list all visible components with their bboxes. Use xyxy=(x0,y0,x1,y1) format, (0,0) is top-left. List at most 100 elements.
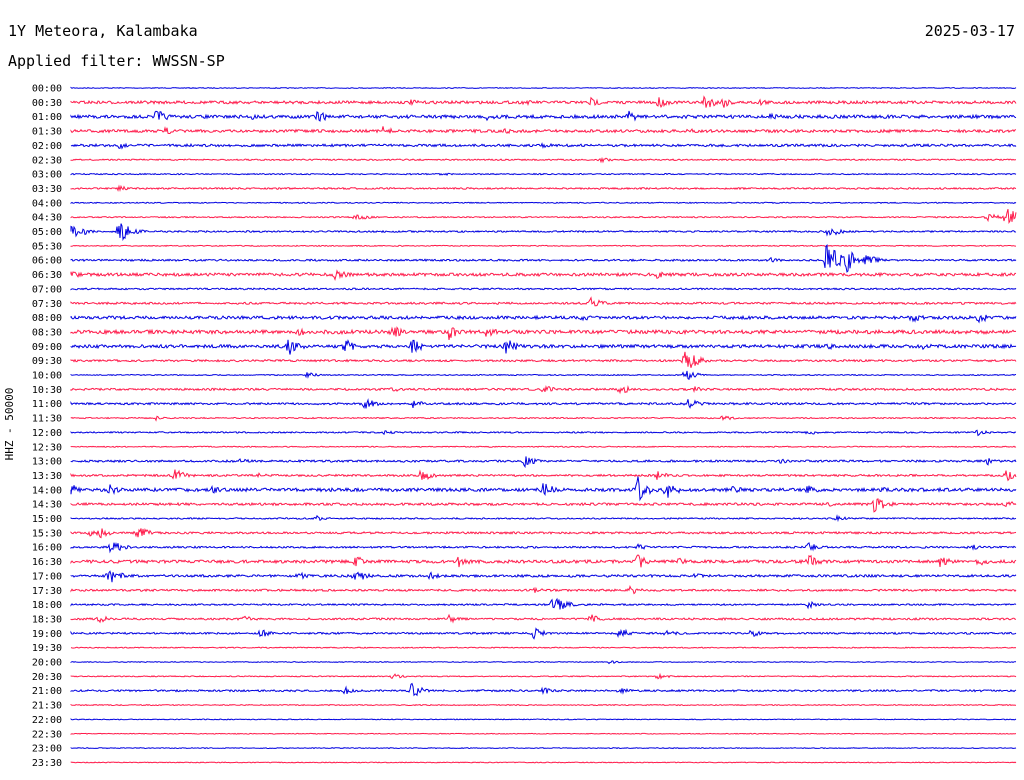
station-title: 1Y Meteora, Kalambaka xyxy=(8,22,198,40)
time-tick-label: 15:00 xyxy=(32,514,62,525)
time-tick-label: 02:30 xyxy=(32,155,62,166)
trace-line xyxy=(70,126,1017,135)
time-tick-label: 04:00 xyxy=(32,198,62,209)
time-tick-label: 04:30 xyxy=(32,213,62,224)
trace-line xyxy=(70,498,1017,513)
time-tick-label: 09:00 xyxy=(32,342,62,353)
time-tick-label: 20:00 xyxy=(32,658,62,669)
time-tick-label: 01:30 xyxy=(32,127,62,138)
trace-line xyxy=(70,613,1016,624)
time-tick-label: 05:00 xyxy=(32,227,62,238)
trace-line xyxy=(70,339,1017,355)
trace-line xyxy=(70,208,1017,225)
trace-line xyxy=(70,541,1017,554)
time-tick-label: 13:00 xyxy=(32,457,62,468)
trace-line xyxy=(70,269,1017,281)
trace-line xyxy=(70,682,1017,697)
trace-line xyxy=(70,385,1017,395)
trace-line xyxy=(70,554,1017,568)
time-tick-label: 00:00 xyxy=(32,84,62,95)
trace-line xyxy=(70,718,1017,721)
trace-line xyxy=(70,110,1017,122)
trace-line xyxy=(70,747,1017,750)
time-tick-label: 12:00 xyxy=(32,428,62,439)
trace-line xyxy=(70,627,1017,640)
trace-line xyxy=(70,646,1017,649)
time-tick-label: 12:30 xyxy=(32,442,62,453)
time-tick-label: 18:00 xyxy=(32,600,62,611)
time-tick-label: 21:00 xyxy=(32,686,62,697)
time-tick-label: 18:30 xyxy=(32,614,62,625)
time-tick-label: 11:30 xyxy=(32,414,62,425)
time-tick-label: 17:30 xyxy=(32,586,62,597)
time-tick-label: 21:30 xyxy=(32,701,62,712)
time-tick-label: 03:30 xyxy=(32,184,62,195)
trace-line xyxy=(70,514,1017,523)
trace-line xyxy=(70,597,1017,610)
trace-line xyxy=(70,296,1017,307)
time-tick-label: 15:30 xyxy=(32,528,62,539)
trace-line xyxy=(70,95,1017,109)
time-tick-label: 23:00 xyxy=(32,744,62,755)
trace-line xyxy=(70,243,1017,273)
trace-line xyxy=(70,585,1017,595)
trace-line xyxy=(70,86,1017,90)
trace-line xyxy=(70,456,1017,469)
trace-line xyxy=(70,445,1017,448)
time-tick-label: 17:00 xyxy=(32,571,62,582)
trace-line xyxy=(70,469,1017,482)
time-tick-label: 02:00 xyxy=(32,141,62,152)
time-tick-label: 07:00 xyxy=(32,284,62,295)
time-tick-label: 07:30 xyxy=(32,299,62,310)
trace-line xyxy=(70,156,1017,164)
time-tick-label: 08:30 xyxy=(32,327,62,338)
time-tick-label: 10:30 xyxy=(32,385,62,396)
time-tick-label: 09:30 xyxy=(32,356,62,367)
trace-line xyxy=(70,415,1017,422)
time-tick-label: 11:00 xyxy=(32,399,62,410)
trace-line xyxy=(70,314,1017,324)
trace-line xyxy=(70,223,1017,242)
time-tick-label: 10:00 xyxy=(32,371,62,382)
trace-line xyxy=(70,172,1017,177)
time-tick-label: 14:30 xyxy=(32,500,62,511)
time-tick-label: 23:30 xyxy=(32,758,62,769)
time-tick-label: 22:30 xyxy=(32,729,62,740)
time-tick-label: 06:30 xyxy=(32,270,62,281)
trace-line xyxy=(70,244,1016,247)
trace-line xyxy=(70,672,1017,680)
time-tick-label: 06:00 xyxy=(32,256,62,267)
time-tick-label: 08:00 xyxy=(32,313,62,324)
trace-line xyxy=(70,398,1017,409)
time-tick-label: 19:00 xyxy=(32,629,62,640)
time-tick-label: 19:30 xyxy=(32,643,62,654)
time-tick-label: 14:00 xyxy=(32,485,62,496)
trace-line xyxy=(70,351,1017,368)
trace-line xyxy=(70,142,1017,150)
date-label: 2025-03-17 xyxy=(924,22,1015,40)
time-tick-label: 01:00 xyxy=(32,112,62,123)
time-tick-label: 16:30 xyxy=(32,557,62,568)
trace-line xyxy=(70,326,1017,340)
time-tick-label: 03:00 xyxy=(32,170,62,181)
trace-line xyxy=(70,476,1017,502)
trace-line xyxy=(70,660,1017,665)
time-tick-label: 05:30 xyxy=(32,241,62,252)
trace-line xyxy=(70,201,1017,204)
time-tick-label: 13:30 xyxy=(32,471,62,482)
trace-line xyxy=(70,703,1016,707)
trace-line xyxy=(70,761,1017,764)
time-tick-label: 22:00 xyxy=(32,715,62,726)
trace-line xyxy=(70,287,1017,291)
trace-line xyxy=(70,570,1017,583)
time-tick-label: 00:30 xyxy=(32,98,62,109)
time-tick-label: 16:00 xyxy=(32,543,62,554)
trace-line xyxy=(70,732,1017,735)
filter-label: Applied filter: WWSSN-SP xyxy=(8,52,225,70)
trace-line xyxy=(70,527,1017,539)
trace-line xyxy=(70,370,1017,380)
trace-line xyxy=(70,184,1017,193)
time-tick-label: 20:30 xyxy=(32,672,62,683)
trace-line xyxy=(70,429,1017,437)
